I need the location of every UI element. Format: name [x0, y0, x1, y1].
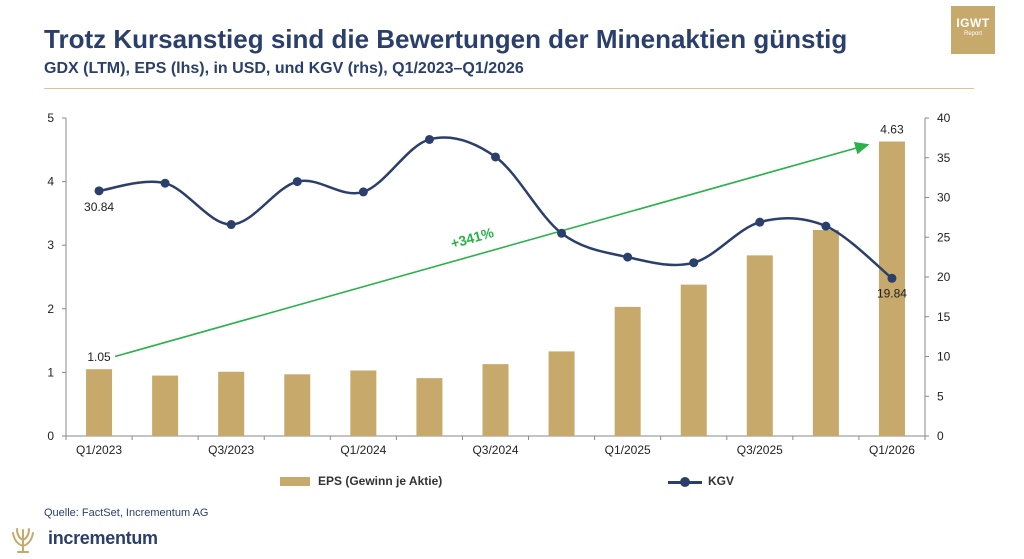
page-subtitle: GDX (LTM), EPS (lhs), in USD, und KGV (r… — [44, 60, 524, 77]
x-tick-label: Q3/2024 — [472, 443, 518, 457]
kgv-point — [755, 217, 765, 227]
kgv-point — [821, 221, 831, 231]
eps-bar — [746, 255, 773, 436]
eps-bar — [416, 378, 443, 436]
kgv-last-label: 19.84 — [877, 286, 907, 300]
header-divider — [44, 88, 974, 89]
eps-bar — [152, 375, 179, 436]
kgv-point — [94, 186, 104, 196]
eps-bar — [482, 364, 509, 436]
eps-last-label: 4.63 — [880, 123, 904, 137]
x-tick-label: Q3/2025 — [737, 443, 783, 457]
x-tick-label: Q1/2025 — [605, 443, 651, 457]
legend-eps-swatch — [280, 477, 310, 487]
x-tick-label: Q3/2023 — [208, 443, 254, 457]
y-left-tick-label: 4 — [47, 175, 54, 189]
y-right-tick-label: 25 — [937, 230, 951, 244]
brand-logo: incrementum — [8, 524, 158, 554]
y-right-tick-label: 5 — [937, 389, 944, 403]
y-left-tick-label: 0 — [47, 429, 54, 443]
y-right-tick-label: 30 — [937, 191, 951, 205]
y-left-tick-label: 3 — [47, 238, 54, 252]
eps-bar — [350, 370, 377, 436]
kgv-point — [623, 252, 633, 262]
y-right-tick-label: 10 — [937, 350, 951, 364]
kgv-point — [424, 134, 434, 144]
legend-eps: EPS (Gewinn je Aktie) — [280, 474, 442, 488]
badge-name: IGWT — [956, 16, 990, 30]
eps-bar — [548, 351, 575, 436]
legend-kgv-swatch — [668, 476, 702, 487]
eps-bar — [812, 229, 839, 436]
badge-sub: Report — [963, 31, 982, 37]
eps-bar — [680, 284, 707, 436]
y-left-tick-label: 1 — [47, 365, 54, 379]
wheat-logo-icon — [12, 528, 34, 553]
kgv-point — [358, 187, 368, 197]
eps-bar — [86, 369, 113, 436]
x-tick-label: Q1/2026 — [869, 443, 915, 457]
eps-bar — [218, 371, 245, 436]
eps-bar — [284, 374, 311, 436]
kgv-point — [226, 220, 236, 230]
kgv-point — [887, 273, 897, 283]
kgv-first-label: 30.84 — [84, 200, 114, 214]
y-left-tick-label: 5 — [47, 111, 54, 125]
y-right-tick-label: 20 — [937, 270, 951, 284]
kgv-point — [491, 152, 500, 162]
y-right-tick-label: 35 — [937, 151, 951, 165]
source-note: Quelle: FactSet, Incrementum AG — [44, 507, 209, 519]
legend-kgv-label: KGV — [708, 474, 735, 488]
eps-bar — [878, 141, 905, 437]
legend-kgv: KGV — [668, 474, 734, 488]
eps-kgv-chart: 0 1 2 3 4 5 0 5 10 15 20 25 30 35 40 Q1/2023 Q3/2023 Q1/2… — [47, 111, 951, 457]
eps-first-label: 1.05 — [87, 350, 111, 364]
growth-label: +341% — [449, 224, 496, 251]
page-title: Trotz Kursanstieg sind die Bewertungen d… — [44, 24, 848, 54]
kgv-point — [160, 178, 170, 188]
y-right-tick-label: 0 — [937, 429, 944, 443]
kgv-point — [689, 258, 699, 268]
kgv-point — [292, 177, 302, 187]
y-left-tick-label: 2 — [47, 302, 54, 316]
brand-name: incrementum — [48, 528, 158, 548]
x-tick-label: Q1/2024 — [340, 443, 386, 457]
y-right-tick-label: 15 — [937, 310, 951, 324]
y-right-tick-label: 40 — [937, 111, 951, 125]
growth-arrow — [114, 142, 870, 358]
legend-eps-label: EPS (Gewinn je Aktie) — [318, 474, 443, 488]
eps-bar — [614, 306, 641, 436]
x-tick-label: Q1/2023 — [76, 443, 122, 457]
igwt-badge: IGWT Report — [951, 6, 995, 54]
kgv-point — [557, 228, 567, 238]
